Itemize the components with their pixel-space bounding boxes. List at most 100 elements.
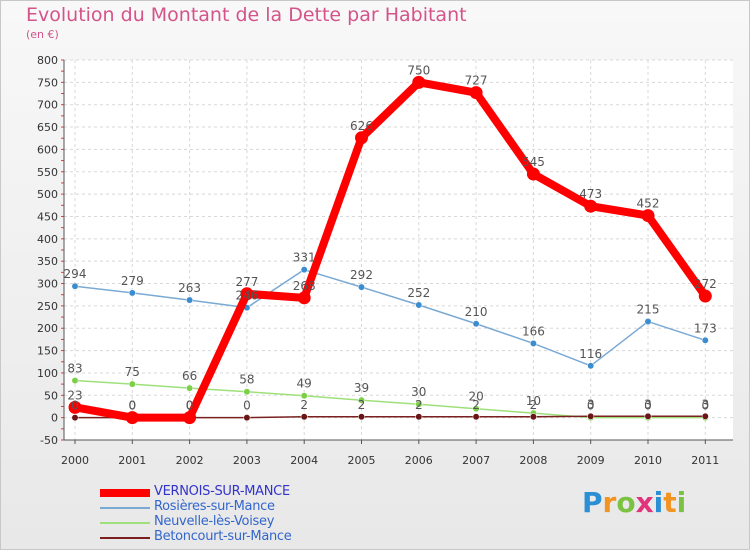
series-line-neuvelle-les-voisey xyxy=(74,379,707,419)
data-point-rosieres-sur-mance xyxy=(186,296,194,304)
data-label-neuvelle-les-voisey: 66 xyxy=(182,369,197,383)
data-label-betoncourt-sur-mance: 0 xyxy=(243,399,251,413)
data-label-neuvelle-les-voisey: 75 xyxy=(125,365,140,379)
data-point-rosieres-sur-mance xyxy=(587,362,595,370)
data-point-betoncourt-sur-mance xyxy=(358,413,365,421)
y-tick-label: 450 xyxy=(37,210,58,223)
data-point-rosieres-sur-mance xyxy=(529,339,537,347)
x-tick-label: 2008 xyxy=(519,454,547,467)
data-label-neuvelle-les-voisey: 83 xyxy=(67,362,82,376)
data-point-betoncourt-sur-mance xyxy=(701,412,709,420)
data-point-betoncourt-sur-mance xyxy=(415,413,423,421)
data-label-rosieres-sur-mance: 331 xyxy=(293,251,316,265)
legend-label: Betoncourt-sur-Mance xyxy=(154,529,292,544)
data-point-neuvelle-les-voisey xyxy=(472,405,480,413)
y-tick-label: 250 xyxy=(37,300,58,313)
legend-swatch xyxy=(100,522,150,524)
data-label-vernois-sur-mance: 750 xyxy=(407,63,430,77)
data-point-vernois-sur-mance xyxy=(469,86,483,100)
legend-swatch xyxy=(100,537,150,539)
y-tick-label: 150 xyxy=(37,345,58,358)
data-point-rosieres-sur-mance xyxy=(300,266,308,274)
x-tick-label: 2001 xyxy=(118,454,146,467)
y-tick-label: -50 xyxy=(40,434,58,447)
data-point-neuvelle-les-voisey xyxy=(415,400,423,408)
data-label-rosieres-sur-mance: 263 xyxy=(178,281,201,295)
series-line-rosieres-sur-mance xyxy=(74,268,707,367)
data-point-rosieres-sur-mance xyxy=(358,283,365,291)
data-point-rosieres-sur-mance xyxy=(71,282,79,290)
data-point-neuvelle-les-voisey xyxy=(71,377,79,384)
data-label-betoncourt-sur-mance: 3 xyxy=(644,397,652,411)
data-label-vernois-sur-mance: 452 xyxy=(637,197,660,211)
data-label-vernois-sur-mance: 727 xyxy=(465,74,488,88)
data-label-neuvelle-les-voisey: 49 xyxy=(297,377,312,391)
data-label-betoncourt-sur-mance: 0 xyxy=(71,399,79,413)
data-label-rosieres-sur-mance: 166 xyxy=(522,324,545,338)
data-label-vernois-sur-mance: 626 xyxy=(350,119,373,133)
y-tick-label: 200 xyxy=(37,322,58,335)
data-point-vernois-sur-mance xyxy=(584,199,598,213)
data-point-betoncourt-sur-mance xyxy=(243,414,251,422)
data-label-neuvelle-les-voisey: 20 xyxy=(468,390,483,404)
chart-unit: (en €) xyxy=(26,28,59,41)
x-tick-label: 2003 xyxy=(233,454,261,467)
x-tick-label: 2007 xyxy=(462,454,490,467)
y-tick-label: 700 xyxy=(37,99,58,112)
data-point-rosieres-sur-mance xyxy=(472,320,480,328)
data-point-betoncourt-sur-mance xyxy=(472,413,480,421)
x-tick-label: 2010 xyxy=(634,454,662,467)
x-tick-label: 2005 xyxy=(348,454,376,467)
data-label-vernois-sur-mance: 0 xyxy=(128,399,136,413)
y-tick-label: 600 xyxy=(37,143,58,156)
x-tick-label: 2002 xyxy=(176,454,204,467)
proxiti-logo: Proxiti xyxy=(582,486,686,519)
data-point-neuvelle-les-voisey xyxy=(243,388,251,396)
x-tick-label: 2004 xyxy=(290,454,318,467)
logo-letter: i xyxy=(653,486,664,519)
logo-letter: i xyxy=(676,486,687,519)
data-point-vernois-sur-mance xyxy=(698,289,712,303)
data-point-rosieres-sur-mance xyxy=(701,336,709,344)
data-label-rosieres-sur-mance: 246 xyxy=(235,289,258,303)
data-label-betoncourt-sur-mance: 3 xyxy=(701,397,709,411)
data-label-rosieres-sur-mance: 215 xyxy=(637,303,660,317)
y-tick-label: 0 xyxy=(51,412,58,425)
data-point-neuvelle-les-voisey xyxy=(300,392,308,400)
data-label-rosieres-sur-mance: 173 xyxy=(694,321,717,335)
data-label-neuvelle-les-voisey: 10 xyxy=(526,394,541,408)
logo-letter: r xyxy=(602,486,617,519)
y-tick-label: 650 xyxy=(37,121,58,134)
data-label-betoncourt-sur-mance: 3 xyxy=(587,397,595,411)
series-line-vernois-sur-mance xyxy=(71,78,710,422)
legend-swatch xyxy=(100,507,150,509)
plot-area xyxy=(64,60,733,440)
legend-label: VERNOIS-SUR-MANCE xyxy=(154,484,290,499)
data-label-rosieres-sur-mance: 292 xyxy=(350,268,373,282)
y-tick-label: 100 xyxy=(37,367,58,380)
data-point-rosieres-sur-mance xyxy=(644,318,652,325)
logo-letter: P xyxy=(582,486,603,519)
data-point-vernois-sur-mance xyxy=(355,131,368,145)
data-label-rosieres-sur-mance: 252 xyxy=(407,286,430,300)
data-label-betoncourt-sur-mance: 2 xyxy=(358,398,366,412)
data-label-rosieres-sur-mance: 279 xyxy=(121,274,144,288)
x-tick-label: 2011 xyxy=(691,454,719,467)
data-label-vernois-sur-mance: 23 xyxy=(67,388,82,402)
y-tick-label: 550 xyxy=(37,166,58,179)
logo-letter: o xyxy=(616,486,636,519)
data-point-vernois-sur-mance xyxy=(526,167,540,181)
data-point-neuvelle-les-voisey xyxy=(358,396,365,404)
x-tick-label: 2000 xyxy=(61,454,89,467)
data-point-vernois-sur-mance xyxy=(297,291,311,305)
x-tick-label: 2009 xyxy=(577,454,605,467)
legend-label: Neuvelle-lès-Voisey xyxy=(154,514,275,529)
data-label-neuvelle-les-voisey: 39 xyxy=(354,381,369,395)
data-label-vernois-sur-mance: 0 xyxy=(186,399,194,413)
y-tick-label: 400 xyxy=(37,233,58,246)
legend-swatch xyxy=(100,489,150,497)
chart-title: Evolution du Montant de la Dette par Hab… xyxy=(26,4,467,26)
data-label-betoncourt-sur-mance: 2 xyxy=(530,398,538,412)
y-tick-label: 350 xyxy=(37,255,58,268)
